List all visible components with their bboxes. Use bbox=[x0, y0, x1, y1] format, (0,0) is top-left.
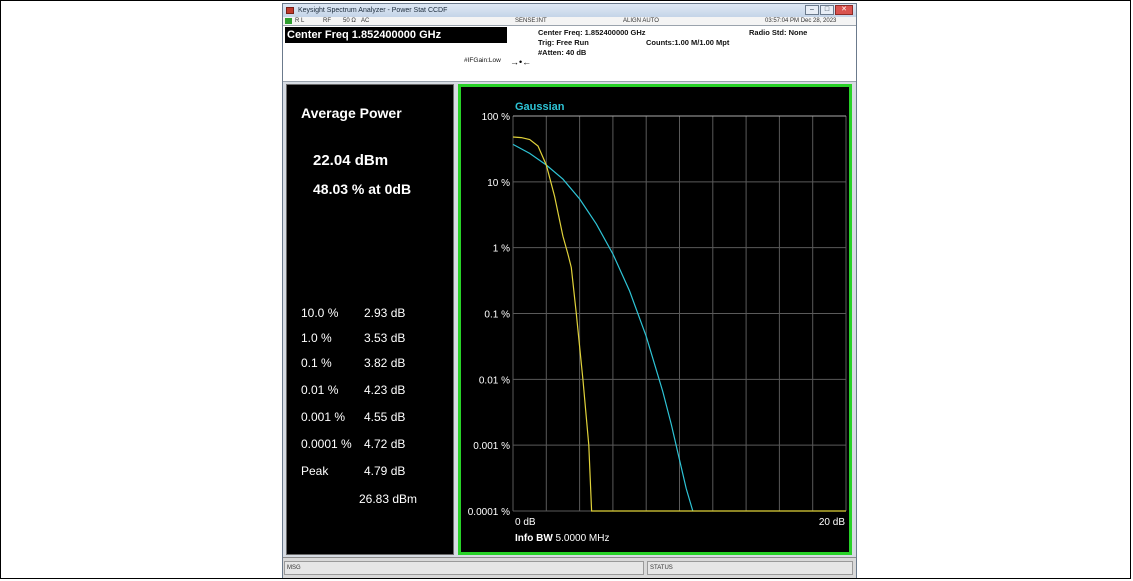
avg-power-title: Average Power bbox=[301, 105, 402, 121]
stat-label: 1.0 % bbox=[301, 331, 332, 345]
center-freq-display[interactable]: Center Freq 1.852400000 GHz bbox=[285, 27, 507, 43]
info-bw-label: Info BW 5.0000 MHz bbox=[515, 533, 609, 544]
stat-value: 3.53 dB bbox=[364, 331, 406, 345]
status-bar: MSG STATUS bbox=[283, 557, 856, 578]
stat-label: 0.001 % bbox=[301, 410, 346, 424]
results-panel: Average Power 22.04 dBm 48.03 % at 0dB 1… bbox=[286, 84, 454, 555]
datetime-label: 03:57:04 PM Dec 28, 2023 bbox=[765, 18, 837, 24]
series-line-gaussian bbox=[512, 143, 694, 512]
window-controls: – □ ✕ bbox=[805, 5, 853, 15]
legend-label-gaussian: Gaussian bbox=[515, 101, 565, 113]
stat-value: 4.23 dB bbox=[364, 383, 406, 397]
close-button[interactable]: ✕ bbox=[835, 5, 853, 15]
sense-label: SENSE:INT bbox=[515, 18, 547, 24]
stat-label: 0.01 % bbox=[301, 383, 339, 397]
ccdf-graph-panel[interactable]: 100 % 10 % 1 % 0.1 % 0.01 % 0.001 % 0.0001 % 0 … bbox=[458, 84, 852, 555]
stat-label: 0.1 % bbox=[301, 356, 332, 370]
rl-indicator bbox=[285, 18, 292, 24]
measurement-header: Center Freq 1.852400000 GHz Center Freq:… bbox=[283, 26, 856, 82]
ccdf-chart: 100 % 10 % 1 % 0.1 % 0.01 % 0.001 % 0.0001 % 0 … bbox=[468, 101, 847, 544]
minimize-button[interactable]: – bbox=[805, 5, 819, 15]
y-tick-label: 10 % bbox=[487, 178, 510, 189]
settings-infobar: R L RF 50 Ω AC SENSE:INT ALIGN AUTO 03:5… bbox=[283, 17, 856, 26]
center-freq-detail: Center Freq: 1.852400000 GHz bbox=[538, 28, 646, 37]
y-tick-label: 0.1 % bbox=[484, 310, 510, 321]
rl-label: R L bbox=[295, 18, 305, 24]
radio-std: Radio Std: None bbox=[749, 28, 808, 37]
rf-label: RF bbox=[323, 18, 331, 24]
pct-at-0db: 48.03 % at 0dB bbox=[313, 181, 412, 197]
analyzer-window: Keysight Spectrum Analyzer - Power Stat … bbox=[282, 3, 857, 578]
stat-value: 4.79 dB bbox=[364, 464, 406, 478]
y-tick-label: 0.01 % bbox=[479, 375, 510, 386]
stat-label: 0.0001 % bbox=[301, 437, 352, 451]
avg-power-value: 22.04 dBm bbox=[313, 152, 389, 169]
stat-value: 4.55 dB bbox=[364, 410, 406, 424]
app-icon bbox=[286, 7, 294, 14]
counts-value: Counts:1.00 M/1.00 Mpt bbox=[646, 38, 730, 47]
coupling-label: AC bbox=[361, 18, 370, 24]
stat-value: 3.82 dB bbox=[364, 356, 406, 370]
window-title: Keysight Spectrum Analyzer - Power Stat … bbox=[298, 7, 448, 14]
stat-value: 4.72 dB bbox=[364, 437, 406, 451]
if-gain: #IFGain:Low bbox=[464, 57, 501, 64]
stat-label: 10.0 % bbox=[301, 306, 339, 320]
x-tick-label: 0 dB bbox=[515, 517, 536, 528]
message-area: MSG bbox=[284, 561, 644, 575]
stat-label: Peak bbox=[301, 464, 329, 478]
peak-dbm-value: 26.83 dBm bbox=[359, 492, 418, 506]
status-area: STATUS bbox=[647, 561, 853, 575]
y-tick-label: 0.0001 % bbox=[468, 507, 510, 518]
series-line-measured bbox=[512, 136, 846, 512]
maximize-button[interactable]: □ bbox=[820, 5, 834, 15]
impedance-label: 50 Ω bbox=[343, 18, 356, 24]
title-bar[interactable]: Keysight Spectrum Analyzer - Power Stat … bbox=[283, 4, 856, 17]
y-tick-label: 0.001 % bbox=[473, 441, 510, 452]
trigger-icon: →•← bbox=[510, 57, 532, 67]
atten-value: #Atten: 40 dB bbox=[538, 48, 587, 57]
trig-mode: Trig: Free Run bbox=[538, 38, 589, 47]
x-tick-label: 20 dB bbox=[819, 517, 845, 528]
align-label: ALIGN AUTO bbox=[623, 18, 659, 24]
header-divider bbox=[283, 81, 856, 82]
y-tick-label: 100 % bbox=[482, 112, 510, 123]
stat-value: 2.93 dB bbox=[364, 306, 406, 320]
y-tick-label: 1 % bbox=[493, 244, 510, 255]
